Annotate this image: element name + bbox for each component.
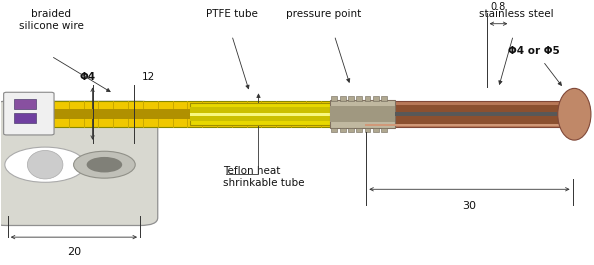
Bar — [340, 128, 346, 132]
Bar — [373, 96, 379, 101]
Bar — [365, 105, 573, 123]
Ellipse shape — [27, 151, 63, 179]
Circle shape — [87, 157, 122, 173]
Text: 12: 12 — [142, 72, 156, 82]
Text: 30: 30 — [463, 201, 476, 211]
Bar — [365, 101, 573, 127]
Bar — [7, 101, 339, 127]
Text: stainless steel: stainless steel — [479, 10, 554, 19]
Bar — [356, 128, 362, 132]
Bar — [365, 96, 371, 101]
Circle shape — [74, 151, 135, 178]
Bar — [14, 113, 36, 123]
Text: Φ4 or Φ5: Φ4 or Φ5 — [508, 46, 560, 56]
Bar — [348, 96, 354, 101]
Text: braided
silicone wire: braided silicone wire — [18, 10, 84, 31]
Bar — [356, 96, 362, 101]
Bar — [365, 128, 371, 132]
Bar — [7, 109, 339, 120]
Bar — [381, 96, 387, 101]
Bar — [190, 103, 433, 125]
Ellipse shape — [558, 89, 591, 140]
Bar — [373, 128, 379, 132]
Bar — [190, 113, 433, 116]
Text: 0.8: 0.8 — [491, 2, 506, 12]
Circle shape — [5, 147, 86, 182]
Bar — [340, 96, 346, 101]
Text: Φ4: Φ4 — [80, 72, 96, 82]
Bar — [381, 128, 387, 132]
FancyBboxPatch shape — [4, 92, 54, 135]
Bar — [330, 100, 395, 128]
Text: PTFE tube: PTFE tube — [206, 10, 258, 19]
Bar — [331, 96, 337, 101]
Text: pressure point: pressure point — [286, 10, 361, 19]
Bar — [331, 128, 337, 132]
Text: 20: 20 — [67, 248, 81, 258]
Bar — [330, 107, 395, 122]
Bar — [365, 112, 573, 116]
Bar — [14, 99, 36, 109]
Bar — [348, 128, 354, 132]
Bar — [365, 124, 573, 126]
Text: Teflon heat
shrinkable tube: Teflon heat shrinkable tube — [223, 166, 304, 188]
Bar — [190, 107, 433, 121]
FancyBboxPatch shape — [0, 101, 158, 226]
